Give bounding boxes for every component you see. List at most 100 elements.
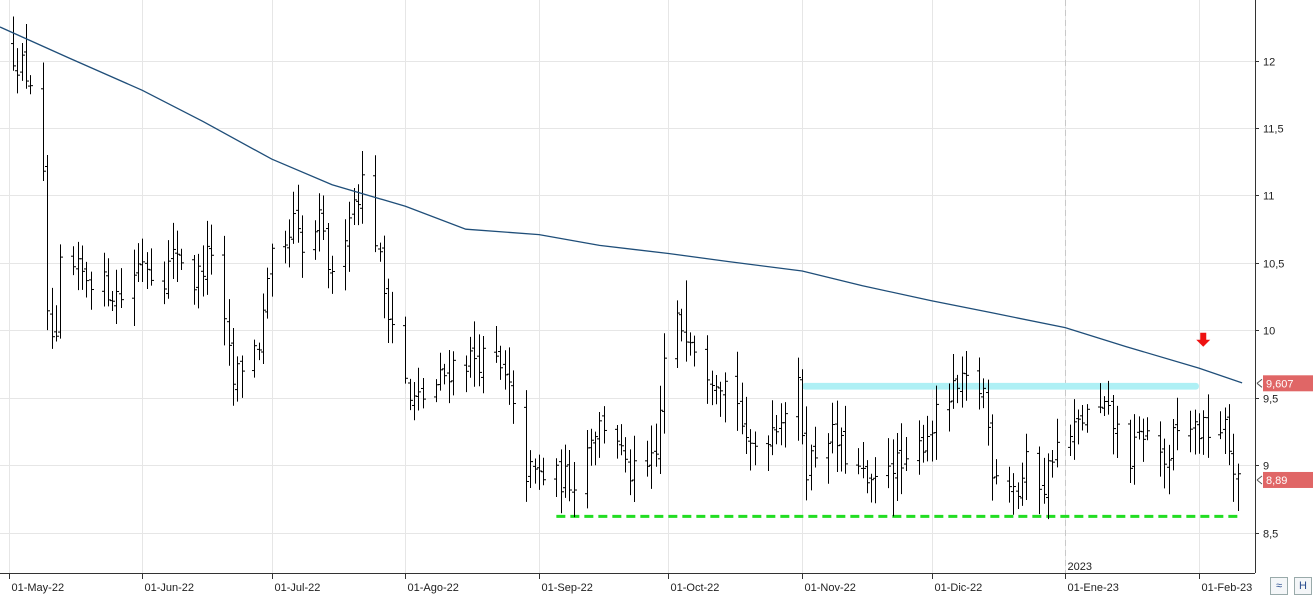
h-icon[interactable]: H	[1294, 577, 1312, 595]
ohlc-bar	[300, 215, 305, 278]
ohlc-bar	[1132, 414, 1137, 485]
y-tick-label: 10	[1263, 326, 1275, 338]
ohlc-bar	[865, 460, 870, 494]
ohlc-bar	[1055, 418, 1060, 468]
ohlc-bar	[1231, 433, 1236, 502]
ohlc-bar	[378, 242, 383, 262]
ohlc-bar	[231, 327, 236, 406]
ohlc-bar	[1197, 413, 1202, 454]
ohlc-bar	[947, 383, 952, 432]
last-price-badges: 9,607 8,89	[1256, 375, 1313, 488]
ohlc-bar	[438, 352, 443, 391]
ohlc-bar	[873, 457, 878, 504]
ohlc-bar	[511, 370, 516, 424]
ohlc-bar	[1227, 404, 1232, 466]
ohlc-bar	[240, 355, 245, 398]
ohlc-bar	[403, 316, 408, 384]
signal-arrow-down-icon	[1196, 332, 1211, 347]
ohlc-bar	[382, 235, 387, 319]
ohlc-bar	[1068, 424, 1073, 456]
ohlc-bar	[1080, 404, 1085, 431]
ohlc-bar	[313, 220, 318, 260]
ohlc-bar	[326, 223, 331, 289]
x-tick-label: 01-Dic-22	[935, 582, 983, 594]
ohlc-bar	[1072, 399, 1077, 460]
ohlc-bar	[227, 299, 232, 366]
ohlc-bar	[296, 184, 301, 243]
ohlc-bar	[291, 191, 296, 244]
ohlc-bar	[662, 333, 667, 434]
price-badge-label: 9,607	[1266, 378, 1294, 390]
ohlc-bar	[826, 433, 831, 484]
ohlc-bar	[11, 16, 16, 71]
ohlc-bar	[106, 258, 111, 307]
x-tick-label: 01-Jul-22	[275, 582, 321, 594]
ohlc-bar	[593, 431, 598, 466]
ohlc-bar	[270, 243, 275, 297]
ohlc-bar	[503, 350, 508, 390]
ohlc-bar	[343, 219, 348, 291]
x-tick-label: 01-Nov-22	[805, 582, 856, 594]
ohlc-bar	[964, 351, 969, 401]
ohlc-bar	[209, 224, 214, 275]
y-tick-label: 8,5	[1263, 529, 1278, 541]
ohlc-bar	[597, 412, 602, 458]
ohlc-bar	[1201, 410, 1206, 455]
x-tick-label: 01-Jun-22	[145, 582, 195, 594]
y-tick-label: 11	[1263, 191, 1274, 203]
ohlc-bar	[895, 432, 900, 502]
wave-icon[interactable]: ≈	[1270, 577, 1288, 595]
ohlc-bar	[257, 342, 262, 361]
ohlc-bar	[572, 461, 577, 518]
ohlc-bar	[252, 339, 257, 378]
y-tick-label: 11,5	[1263, 124, 1284, 136]
ohlc-bar	[1236, 463, 1241, 511]
ohlc-bar	[1037, 446, 1042, 515]
ohlc-bar	[796, 357, 801, 441]
signal-arrow-layer	[1196, 332, 1211, 347]
ohlc-bar	[1175, 397, 1180, 451]
ohlc-bar	[192, 254, 197, 305]
ohlc-bar	[265, 267, 270, 319]
ohlc-bar	[899, 423, 904, 495]
badge-pointer-icon	[1256, 475, 1263, 485]
ohlc-bar	[261, 293, 266, 365]
ohlc-bar	[774, 414, 779, 445]
ohlc-bar	[1206, 394, 1211, 458]
ohlc-bar	[951, 354, 956, 409]
ohlc-bar	[524, 390, 529, 502]
ohlc-bar	[1098, 383, 1103, 414]
ohlc-bar	[615, 424, 620, 459]
ohlc-bar	[658, 385, 663, 474]
ohlc-bar	[408, 378, 413, 411]
ohlc-bar	[498, 345, 503, 380]
ohlc-bar	[196, 253, 201, 309]
ohlc-bar	[205, 220, 210, 295]
ohlc-bar	[628, 449, 633, 496]
ohlc-bar	[723, 372, 728, 423]
ohlc-bar	[507, 347, 512, 405]
ohlc-bar	[175, 230, 180, 283]
ohlc-bar	[981, 378, 986, 409]
ohlc-bar	[813, 426, 818, 468]
ohlc-bar	[132, 249, 137, 327]
ohlc-bar	[110, 291, 115, 311]
year-label: 2023	[1068, 561, 1092, 573]
ohlc-bar	[356, 184, 361, 226]
ohlc-bar	[886, 438, 891, 489]
ohlc-bar	[1141, 418, 1146, 462]
ohlc-bar	[533, 458, 538, 484]
ohlc-bar	[477, 334, 482, 387]
ohlc-bar	[330, 255, 335, 294]
ohlc-bar	[934, 385, 939, 460]
ohlc-bar	[692, 335, 697, 367]
y-axis: 8,5 9 9,5 10 10,5 11 11,5 12	[1255, 57, 1284, 541]
price-badge	[1263, 471, 1313, 488]
ohlc-bar	[89, 271, 94, 310]
ohlc-bar	[559, 449, 564, 514]
ohlc-bar	[494, 326, 499, 363]
ohlc-bar	[360, 151, 365, 224]
ohlc-bar	[835, 400, 840, 473]
ohlc-bar	[347, 201, 352, 272]
ohlc-bar	[990, 414, 995, 501]
